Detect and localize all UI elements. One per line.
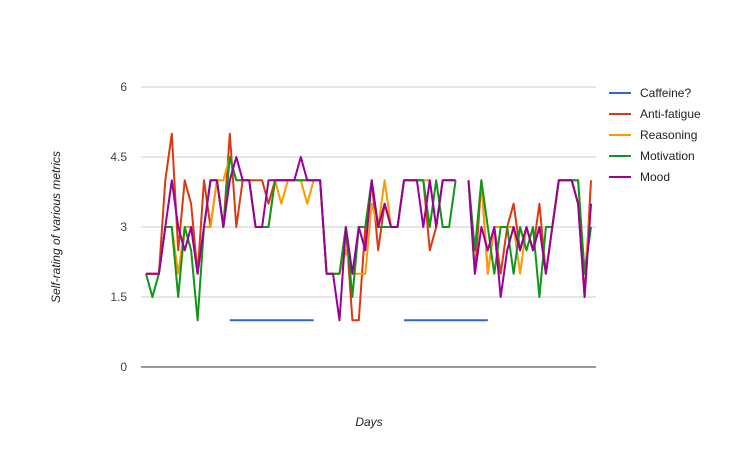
legend-label: Mood xyxy=(640,170,670,184)
series-line xyxy=(146,156,592,322)
x-axis-title: Days xyxy=(355,415,382,429)
series-mood xyxy=(146,156,592,322)
legend-label: Motivation xyxy=(640,149,695,163)
legend-item[interactable]: Caffeine? xyxy=(609,86,691,100)
gridlines xyxy=(141,86,596,368)
y-axis-ticks: 0 1.5 3 4.5 6 xyxy=(110,80,127,374)
y-tick-label: 6 xyxy=(120,80,127,94)
y-tick-label: 0 xyxy=(120,360,127,374)
y-axis-title: Self-rating of various metrics xyxy=(49,151,63,303)
y-tick-label: 4.5 xyxy=(110,150,127,164)
legend-label: Caffeine? xyxy=(640,86,691,100)
legend[interactable]: Caffeine? Anti-fatigue Reasoning Motivation… xyxy=(609,86,701,184)
legend-item[interactable]: Motivation xyxy=(609,149,695,163)
series-lines xyxy=(145,132,592,322)
legend-item[interactable]: Mood xyxy=(609,170,670,184)
y-tick-label: 1.5 xyxy=(110,290,127,304)
legend-label: Anti-fatigue xyxy=(640,107,701,121)
y-tick-label: 3 xyxy=(120,220,127,234)
legend-item[interactable]: Anti-fatigue xyxy=(609,107,701,121)
legend-label: Reasoning xyxy=(640,128,697,142)
legend-item[interactable]: Reasoning xyxy=(609,128,697,142)
